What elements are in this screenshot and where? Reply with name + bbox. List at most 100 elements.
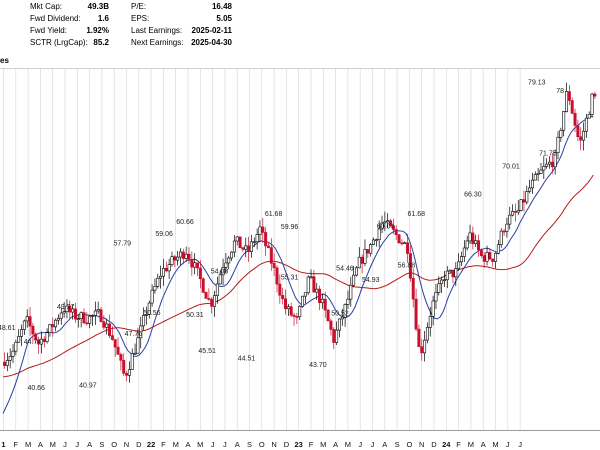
candle-body <box>505 223 509 232</box>
candle-body <box>457 261 461 269</box>
candle-body <box>431 300 435 317</box>
candle-body <box>496 244 500 254</box>
x-tick-label: M <box>468 440 474 449</box>
candle-body <box>530 179 534 189</box>
x-tick-label: J <box>211 440 215 449</box>
candle-body <box>170 256 174 265</box>
price-chart[interactable]: 48.61 44.74 40.66 49.37 40.97 57.79 47.76 50.56… <box>0 68 600 450</box>
candle-body <box>403 242 407 245</box>
x-tick-label: D <box>284 440 290 449</box>
price-annotation-label: 49.37 <box>57 304 75 311</box>
x-tick-label: M <box>173 440 179 449</box>
candle-body <box>76 318 80 320</box>
candle-body <box>386 220 390 223</box>
candle-body <box>445 270 449 281</box>
candle-body <box>448 269 452 272</box>
candle-body <box>275 267 279 285</box>
candle-body <box>232 240 236 253</box>
candle-body <box>434 292 438 302</box>
x-tick-label: N <box>271 440 276 449</box>
price-annotations: 48.61 44.74 40.66 49.37 40.97 57.79 47.76 50.56… <box>0 80 564 392</box>
stock-info-panel: Mkt Cap: 49.3B Fwd Dividend: 1.6 Fwd Yie… <box>0 0 600 68</box>
candle-body <box>190 259 194 268</box>
candle-body <box>539 169 543 174</box>
candle-body <box>547 161 551 165</box>
x-tick-label: J <box>518 440 522 449</box>
candle-body <box>320 298 324 304</box>
candle-body <box>417 328 421 348</box>
candle-body <box>142 315 146 327</box>
candle-body <box>247 245 251 252</box>
candle-body <box>528 187 532 192</box>
x-tick-label: M <box>345 440 351 449</box>
candle-body <box>119 354 123 361</box>
x-tick-label: F <box>14 440 19 449</box>
candle-body <box>442 279 446 282</box>
candle-body <box>488 252 492 260</box>
candle-body <box>332 329 336 343</box>
price-annotation-label: 60.04 <box>377 224 395 231</box>
candle-body <box>93 310 97 316</box>
candle-body <box>511 211 515 216</box>
candle-body <box>176 256 180 261</box>
candle-body <box>371 239 375 245</box>
candle-body <box>584 117 588 132</box>
x-tick-label: 22 <box>147 440 155 449</box>
x-tick-label: O <box>259 440 265 449</box>
candle-body <box>25 316 29 322</box>
candle-body <box>533 174 537 181</box>
candle-body <box>369 244 373 254</box>
candle-body <box>451 269 455 278</box>
price-chart-svg: 48.61 44.74 40.66 49.37 40.97 57.79 47.76 50.56… <box>0 68 600 449</box>
candle-body <box>289 306 293 316</box>
candle-body <box>519 199 523 211</box>
candle-body <box>550 161 554 168</box>
candle-body <box>292 314 296 317</box>
candle-body <box>360 256 364 264</box>
candle-body <box>454 268 458 278</box>
candle-body <box>570 100 574 114</box>
candle-body <box>48 324 52 334</box>
candle-body <box>59 312 63 319</box>
candle-body <box>127 369 131 376</box>
candle-body <box>125 373 129 376</box>
candle-body <box>65 305 69 312</box>
candle-body <box>147 302 151 315</box>
candle-body <box>116 346 120 355</box>
candle-body <box>130 353 134 370</box>
candle-body <box>238 236 242 249</box>
candle-body <box>465 240 469 249</box>
candle-body <box>397 234 401 244</box>
price-annotation-label: 61.68 <box>265 211 283 218</box>
candle-body <box>45 332 49 342</box>
candle-body <box>281 294 285 300</box>
candle-body <box>227 257 231 264</box>
candle-body <box>210 298 214 307</box>
candle-body <box>221 267 225 276</box>
candle-body <box>11 350 15 357</box>
candle-body <box>113 339 117 348</box>
long-moving-average-line <box>2 174 594 378</box>
candle-body <box>264 232 268 247</box>
price-annotation-label: 79.13 <box>528 80 546 87</box>
x-tick-label: A <box>235 440 240 449</box>
x-tick-label: A <box>481 440 486 449</box>
candle-body <box>579 136 583 141</box>
candle-body <box>39 338 43 345</box>
forward-dividend-label: Fwd Dividend: <box>30 14 81 23</box>
grid-lines <box>3 69 521 430</box>
candle-body <box>459 256 463 263</box>
x-tick-label: D <box>136 440 142 449</box>
price-annotation-label: 70.01 <box>502 163 520 170</box>
candle-body <box>380 222 384 230</box>
price-annotation-label: 59.96 <box>281 224 299 231</box>
candle-body <box>499 230 503 245</box>
candle-body <box>542 166 546 171</box>
x-tick-label: M <box>50 440 56 449</box>
candle-body <box>428 316 432 328</box>
x-tick-label: S <box>99 440 104 449</box>
price-annotation-label: 50.31 <box>186 312 204 319</box>
candle-body <box>187 253 191 260</box>
candle-body <box>295 316 299 318</box>
x-tick-label: 1 <box>1 440 5 449</box>
